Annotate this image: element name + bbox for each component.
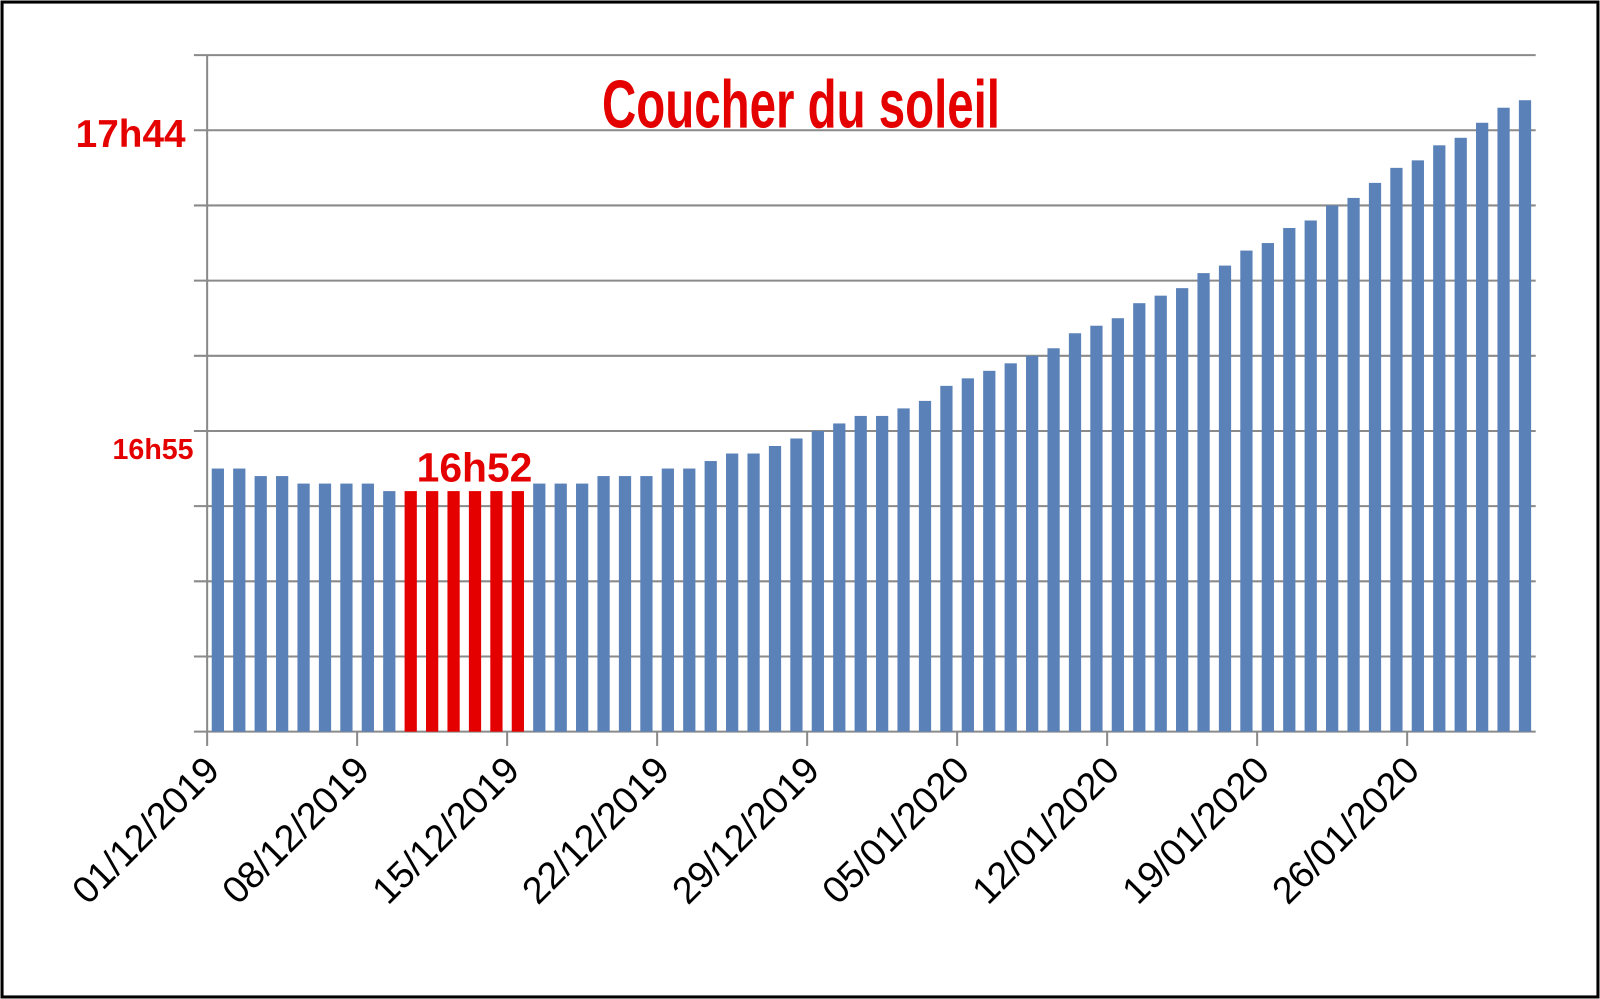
- bar: [447, 491, 460, 732]
- bar: [468, 491, 482, 732]
- bar: [1090, 325, 1103, 732]
- bar: [1497, 107, 1510, 732]
- annotation: 16h52: [417, 445, 533, 491]
- bar: [1476, 122, 1489, 732]
- bar: [1411, 160, 1424, 732]
- bar: [747, 453, 760, 732]
- bar: [1133, 303, 1146, 732]
- bar: [833, 423, 846, 732]
- bar: [597, 476, 610, 732]
- chart-title: Coucher du soleil: [602, 68, 1000, 143]
- bar: [1047, 348, 1060, 732]
- bar: [233, 468, 246, 732]
- bar: [790, 438, 803, 732]
- bar: [811, 430, 824, 732]
- bar: [1197, 273, 1210, 732]
- bar: [554, 483, 567, 732]
- bar: [1154, 295, 1167, 732]
- bar: [1026, 355, 1039, 732]
- bar: [1004, 363, 1017, 732]
- bar: [1347, 197, 1360, 732]
- bar: [340, 483, 353, 732]
- bar: [1176, 288, 1189, 732]
- bar: [704, 461, 717, 732]
- bar: [918, 400, 932, 732]
- bar: [1240, 250, 1253, 732]
- bar: [1390, 167, 1403, 732]
- bar: [640, 476, 653, 732]
- bar: [876, 415, 889, 732]
- bar: [768, 445, 782, 732]
- annotation: 17h44: [76, 113, 186, 156]
- bar: [940, 385, 953, 732]
- bar: [618, 476, 632, 732]
- bar: [490, 491, 503, 732]
- bar: [211, 468, 224, 732]
- bar: [1261, 243, 1274, 732]
- bar: [1454, 137, 1467, 732]
- bar: [576, 483, 589, 732]
- bar: [1518, 100, 1532, 732]
- bar: [276, 476, 289, 732]
- bar: [426, 491, 439, 732]
- bar: [726, 453, 739, 732]
- bar: [404, 491, 417, 732]
- bar: [297, 483, 310, 732]
- annotation: 16h55: [113, 434, 194, 466]
- bar: [1304, 220, 1317, 732]
- bar: [897, 408, 910, 732]
- bar: [1326, 205, 1339, 732]
- bar: [1218, 265, 1232, 732]
- bar: [511, 491, 524, 732]
- bar: [983, 370, 996, 732]
- bar: [661, 468, 674, 732]
- bar: [1433, 145, 1446, 732]
- bar: [1283, 228, 1296, 732]
- bar: [533, 483, 546, 732]
- bar: [383, 491, 396, 732]
- bar: [683, 468, 696, 732]
- bar: [254, 476, 267, 732]
- bar: [361, 483, 374, 732]
- bar: [1068, 333, 1082, 732]
- bar: [318, 483, 332, 732]
- bar: [961, 378, 974, 732]
- bar: [1368, 182, 1382, 732]
- bar: [854, 415, 867, 732]
- bar: [1111, 318, 1124, 732]
